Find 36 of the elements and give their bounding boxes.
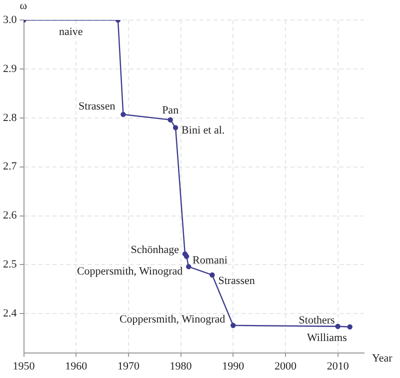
x-tick-label: 2000 [274,360,297,372]
point [168,117,173,122]
point [347,324,352,330]
x-tick-label: 1980 [170,360,192,372]
annotation: Strassen [78,100,116,112]
annotation: Williams [306,332,347,344]
y-tick-label: 2.9 [3,62,18,75]
annotation: Stothers [298,314,335,326]
annotation: Romani [192,254,228,266]
x-tick-label: 1960 [65,360,88,372]
y-tick-label: 3.0 [3,14,18,26]
y-axis-title: ω [20,0,27,12]
x-tick-label: 2010 [326,360,350,372]
point [184,254,190,259]
x-tick-label: 1970 [117,360,140,372]
x-axis-title: Year [372,352,393,365]
point [210,272,215,278]
point [172,125,178,130]
annotation: Coppersmith, Winograd [76,266,184,278]
annotation: Coppersmith, Winograd [119,313,226,326]
annotation: Pan [162,104,180,117]
y-tick-label: 2.8 [3,112,18,124]
point [186,264,192,270]
annotation: Schönhage [130,244,180,256]
point [120,112,126,118]
point [335,324,340,329]
y-tick-label: 2.6 [3,210,18,222]
y-tick-label: 2.5 [3,258,18,271]
point [230,322,236,328]
annotation: Strassen [218,274,256,287]
y-tick-label: 2.7 [3,160,18,173]
annotation: Bini et al. [182,124,225,137]
y-tick-label: 2.4 [3,308,18,320]
x-tick-label: 1950 [12,360,36,372]
annotation: naive [58,26,83,38]
x-tick-label: 1990 [222,360,245,372]
